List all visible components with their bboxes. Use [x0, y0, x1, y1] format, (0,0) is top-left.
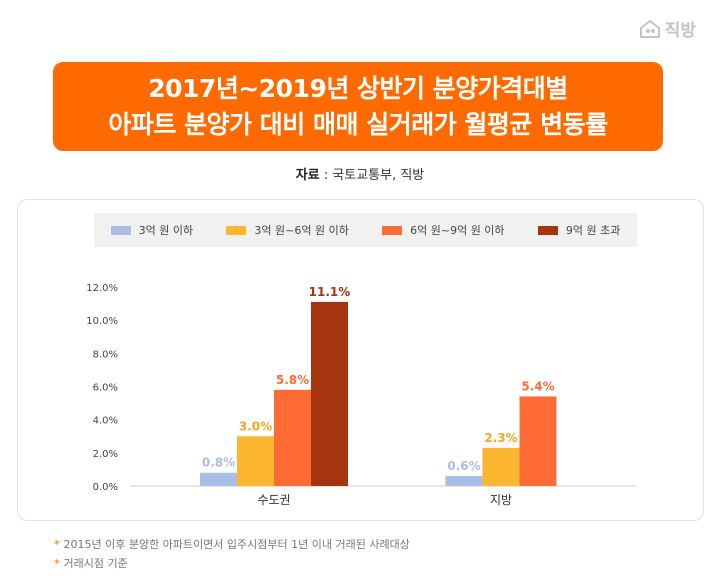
legend-swatch	[537, 225, 558, 235]
legend-swatch	[382, 225, 403, 235]
data-label: 0.8%	[202, 456, 235, 470]
title-banner: 2017년~2019년 상반기 분양가격대별 아파트 분양가 대비 매매 실거래…	[53, 62, 663, 151]
y-tick-label: 0.0%	[93, 482, 118, 493]
chart-card	[17, 199, 704, 521]
data-label: 5.8%	[276, 373, 309, 387]
data-label: 5.4%	[521, 379, 554, 393]
legend-item-series-3: 6억 원~9억 원 이하	[382, 222, 505, 238]
footnotes: * 2015년 이후 분양한 아파트이면서 입주시점부터 1년 이내 거래된 사례…	[54, 535, 410, 573]
bar-2	[237, 436, 274, 486]
bar-4	[311, 301, 348, 486]
data-label: 3.0%	[239, 419, 272, 433]
brand-logo: 직방	[639, 16, 696, 41]
legend-item-series-1: 3억 원 이하	[110, 222, 194, 238]
bar-3	[274, 389, 311, 486]
bar-3	[519, 396, 557, 486]
y-tick-label: 6.0%	[93, 383, 118, 394]
y-tick-label: 4.0%	[93, 416, 118, 427]
legend-label: 3억 원 이하	[138, 224, 194, 237]
brand-name: 직방	[664, 21, 696, 41]
source-text: : 국토교통부, 직방	[319, 168, 425, 183]
data-label: 0.6%	[447, 459, 480, 473]
bar-2	[482, 447, 520, 486]
y-tick-label: 12.0%	[86, 283, 118, 294]
y-tick-label: 10.0%	[86, 316, 118, 327]
data-label: 11.1%	[309, 285, 351, 299]
x-category-label: 수도권	[257, 493, 290, 507]
chart-legend: 3억 원 이하 3억 원~6억 원 이하 6억 원~9억 원 이하 9억 원 초…	[94, 213, 637, 247]
bar-1	[445, 476, 483, 486]
y-tick-label: 8.0%	[93, 349, 118, 360]
legend-swatch	[110, 225, 131, 235]
source-line: 자료 : 국토교통부, 직방	[0, 164, 720, 183]
legend-label: 6억 원~9억 원 이하	[410, 224, 505, 237]
footnote-2: * 거래시점 기준	[54, 557, 128, 570]
footnote-1: * 2015년 이후 분양한 아파트이면서 입주시점부터 1년 이내 거래된 사례…	[54, 538, 410, 551]
bar-1	[200, 472, 237, 486]
source-label: 자료	[295, 168, 320, 183]
legend-label: 3억 원~6억 원 이하	[254, 224, 349, 237]
legend-item-series-4: 9억 원 초과	[537, 222, 621, 238]
house-icon	[639, 19, 660, 38]
legend-item-series-2: 3억 원~6억 원 이하	[226, 222, 349, 238]
data-label: 2.3%	[484, 431, 517, 445]
legend-label: 9억 원 초과	[565, 224, 621, 237]
y-tick-label: 2.0%	[93, 449, 118, 460]
x-category-label: 지방	[490, 493, 512, 507]
title-line-2: 아파트 분양가 대비 매매 실거래가 월평균 변동률	[108, 109, 608, 139]
title-line-1: 2017년~2019년 상반기 분양가격대별	[148, 73, 568, 103]
legend-swatch	[226, 225, 247, 235]
